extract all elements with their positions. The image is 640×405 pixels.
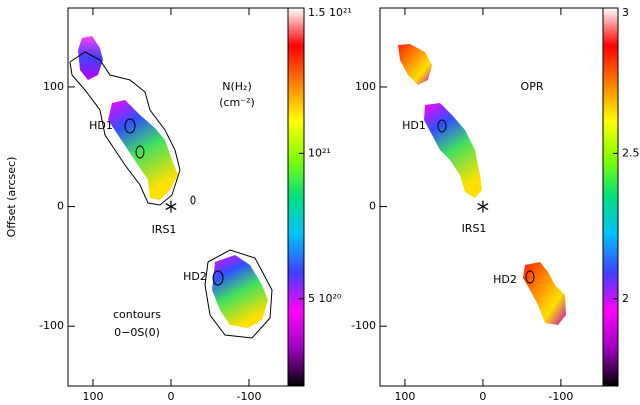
- annotation: IRS1: [152, 223, 177, 236]
- annotation: HD2: [183, 270, 207, 283]
- annotation: 0−0S(0): [114, 326, 160, 339]
- colorbar-tick-label: 3: [622, 6, 629, 19]
- source-marker: [165, 200, 177, 213]
- annotation: contours: [113, 308, 161, 321]
- colorbar-tick-label: 5 10²⁰: [308, 292, 342, 305]
- x-tick-label: 0: [167, 390, 174, 403]
- annotation: OPR: [521, 80, 544, 93]
- y-tick-label: 100: [355, 80, 376, 93]
- annotation: N(H₂): [222, 80, 252, 93]
- x-tick-label: 100: [394, 390, 415, 403]
- x-tick-label: 100: [82, 390, 103, 403]
- y-tick-label: -100: [351, 319, 376, 332]
- x-tick-label: -100: [237, 390, 262, 403]
- x-tick-label: -100: [548, 390, 573, 403]
- y-tick-label: 0: [57, 200, 64, 213]
- colorbar: [287, 7, 305, 387]
- map-image-right: [398, 44, 566, 325]
- annotation: (cm⁻²): [219, 96, 255, 109]
- colorbar-tick-label: 10²¹: [308, 146, 331, 159]
- annotation: HD2: [493, 273, 517, 286]
- x-tick-label: 0: [479, 390, 486, 403]
- y-tick-label: -100: [39, 319, 64, 332]
- annotation: HD1: [89, 119, 113, 132]
- map-image-left: [69, 36, 273, 339]
- annotation: IRS1: [462, 222, 487, 235]
- annotation: HD1: [402, 119, 426, 132]
- colorbar-tick-label: 2: [622, 292, 629, 305]
- source-marker: [477, 200, 489, 213]
- colorbar-tick-label: 2.5: [622, 146, 640, 159]
- colorbar: [602, 7, 619, 387]
- colorbar-tick-label: 1.5 10²¹: [308, 6, 352, 19]
- y-axis-label: Offset (arcsec): [5, 157, 18, 238]
- y-tick-label: 0: [369, 200, 376, 213]
- y-tick-label: 100: [43, 80, 64, 93]
